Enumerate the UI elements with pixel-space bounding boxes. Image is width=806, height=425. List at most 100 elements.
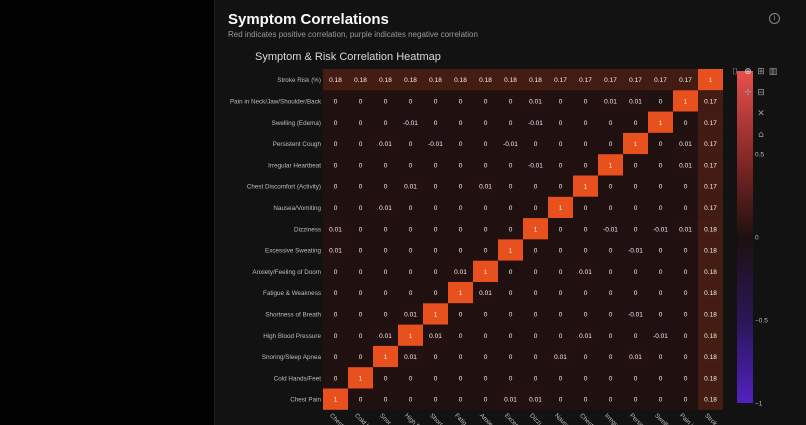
heatmap-cell[interactable] [673,196,698,219]
heatmap-cell[interactable] [548,282,573,304]
heatmap-cell[interactable] [373,196,398,219]
heatmap-cell[interactable] [648,345,673,368]
heatmap-cell[interactable] [523,367,548,389]
heatmap-cell[interactable] [373,218,398,240]
heatmap-cell[interactable] [473,388,498,410]
heatmap-cell[interactable] [373,367,398,389]
heatmap-cell[interactable] [373,345,398,368]
heatmap-cell[interactable] [348,239,373,261]
heatmap-cell[interactable] [448,367,473,389]
heatmap-cell[interactable] [598,154,623,176]
zoom-box-icon[interactable]: ⊞ [757,67,765,77]
heatmap-cell[interactable] [473,69,498,91]
heatmap-cell[interactable] [373,324,398,346]
heatmap-cell[interactable] [623,345,648,368]
heatmap-cell[interactable] [448,218,473,240]
reset-axes-icon[interactable]: ⌂ [758,130,764,140]
heatmap-cell[interactable] [623,69,648,91]
heatmap-cell[interactable] [648,239,673,261]
heatmap-cell[interactable] [348,282,373,304]
heatmap-cell[interactable] [323,69,348,91]
heatmap-cell[interactable] [698,218,723,240]
heatmap-cell[interactable] [498,69,523,91]
heatmap-cell[interactable] [398,111,423,133]
heatmap-cell[interactable] [523,260,548,282]
heatmap-cell[interactable] [648,260,673,282]
heatmap-cell[interactable] [623,218,648,240]
heatmap-cell[interactable] [623,282,648,304]
heatmap-cell[interactable] [323,345,348,368]
heatmap-cell[interactable] [398,154,423,176]
heatmap-cell[interactable] [698,196,723,219]
heatmap-cell[interactable] [523,175,548,197]
heatmap-cell[interactable] [323,324,348,346]
heatmap-cell[interactable] [473,90,498,112]
heatmap-cell[interactable] [548,260,573,282]
heatmap-cell[interactable] [573,175,598,197]
heatmap-cell[interactable] [448,303,473,325]
heatmap-cell[interactable] [498,218,523,240]
heatmap-cell[interactable] [323,132,348,155]
heatmap-cell[interactable] [698,175,723,197]
heatmap-cell[interactable] [398,239,423,261]
heatmap-cell[interactable] [323,90,348,112]
heatmap-cell[interactable] [673,111,698,133]
heatmap-cell[interactable] [573,111,598,133]
heatmap-cell[interactable] [673,303,698,325]
heatmap-cell[interactable] [548,132,573,155]
heatmap-cell[interactable] [473,303,498,325]
heatmap-cell[interactable] [573,388,598,410]
heatmap-cell[interactable] [698,345,723,368]
heatmap-cell[interactable] [498,345,523,368]
heatmap-cell[interactable] [423,90,448,112]
heatmap-cell[interactable] [398,303,423,325]
heatmap-cell[interactable] [548,303,573,325]
heatmap-cell[interactable] [623,154,648,176]
heatmap-cell[interactable] [323,239,348,261]
heatmap-cell[interactable] [473,196,498,219]
heatmap-cell[interactable] [598,260,623,282]
heatmap-cell[interactable] [673,345,698,368]
camera-icon[interactable]: ⌷ [732,67,738,77]
heatmap-cell[interactable] [348,175,373,197]
heatmap-cell[interactable] [523,345,548,368]
heatmap-cell[interactable] [498,303,523,325]
heatmap-cell[interactable] [373,260,398,282]
heatmap-cell[interactable] [348,218,373,240]
heatmap-cell[interactable] [473,175,498,197]
heatmap-cell[interactable] [598,345,623,368]
heatmap-cell[interactable] [398,388,423,410]
heatmap-cell[interactable] [398,175,423,197]
heatmap-cell[interactable] [498,132,523,155]
heatmap-cell[interactable] [473,111,498,133]
heatmap-cell[interactable] [573,154,598,176]
heatmap-cell[interactable] [373,154,398,176]
heatmap-cell[interactable] [423,282,448,304]
heatmap-cell[interactable] [598,69,623,91]
heatmap-cell[interactable] [373,90,398,112]
heatmap-cell[interactable] [448,90,473,112]
heatmap-cell[interactable] [673,282,698,304]
heatmap-cell[interactable] [648,282,673,304]
heatmap-cell[interactable] [523,196,548,219]
heatmap-cell[interactable] [448,69,473,91]
heatmap-cell[interactable] [448,282,473,304]
heatmap-cell[interactable] [673,367,698,389]
heatmap-cell[interactable] [323,196,348,219]
bar-chart-icon[interactable]: ▥ [768,67,778,77]
heatmap-cell[interactable] [423,388,448,410]
heatmap-cell[interactable] [598,282,623,304]
heatmap-cell[interactable] [423,196,448,219]
heatmap-cell[interactable] [673,260,698,282]
heatmap-cell[interactable] [648,90,673,112]
heatmap-cell[interactable] [573,90,598,112]
heatmap-cell[interactable] [498,239,523,261]
heatmap-cell[interactable] [598,175,623,197]
heatmap-cell[interactable] [673,154,698,176]
heatmap-cell[interactable] [498,367,523,389]
heatmap-cell[interactable] [373,388,398,410]
heatmap-cell[interactable] [323,218,348,240]
heatmap-cell[interactable] [598,388,623,410]
heatmap-cell[interactable] [573,218,598,240]
heatmap-cell[interactable] [648,111,673,133]
